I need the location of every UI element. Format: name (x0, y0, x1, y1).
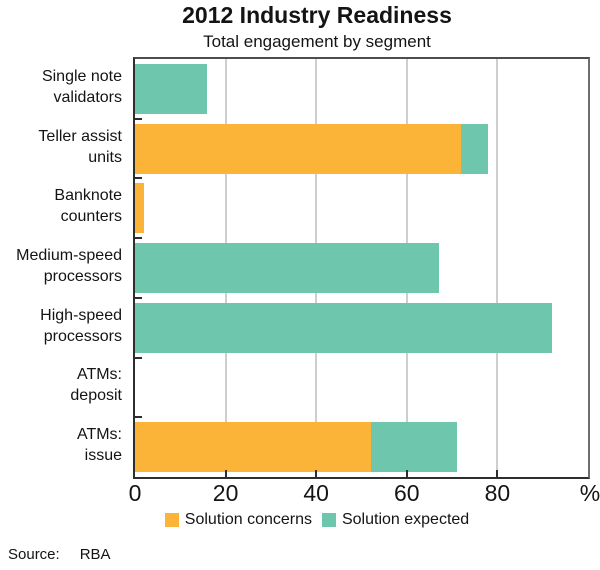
chart-subtitle: Total engagement by segment (203, 32, 431, 51)
category-label: Banknote counters (54, 187, 122, 226)
gridline (496, 59, 499, 477)
bar-row (135, 178, 588, 238)
category-label: Single note validators (41, 67, 122, 106)
bar-segment (135, 63, 208, 114)
category-label: Teller assist units (38, 127, 122, 166)
source-label: Source: (8, 546, 60, 563)
bar-segment (135, 302, 552, 353)
bar-stack (135, 63, 208, 114)
legend-item: Solution concerns (164, 511, 312, 529)
source-note: Source: RBA (8, 546, 111, 564)
bar-stack (135, 183, 145, 234)
bar-stack (135, 123, 489, 174)
bar-stack (135, 302, 552, 353)
source-value: RBA (79, 546, 111, 563)
y-axis-tick (135, 416, 142, 419)
bar-segment (135, 422, 371, 473)
x-axis-unit-label: % (579, 480, 600, 506)
bar-segment (370, 422, 457, 473)
x-tick-label: 20 (212, 480, 239, 506)
x-axis-tick (496, 470, 499, 477)
bar-row (135, 238, 588, 298)
bar-stack (135, 242, 439, 293)
bar-segment (461, 123, 489, 174)
legend-label: Solution expected (341, 511, 470, 528)
bar-segment (135, 123, 462, 174)
y-axis-tick (135, 177, 142, 180)
category-label: High-speed processors (40, 306, 122, 345)
category-label: Medium-speed processors (16, 246, 122, 285)
chart-legend: Solution concerns Solution expected (34, 511, 600, 529)
bar-segment (135, 242, 439, 293)
bar-row (135, 119, 588, 179)
y-axis-category-labels: Single note validators Teller assist unit… (0, 57, 127, 479)
bar-row (135, 298, 588, 358)
y-axis-tick (135, 296, 142, 299)
x-axis-tick-labels: 0 20 40 60 80% (0, 480, 600, 508)
legend-item: Solution expected (321, 511, 470, 529)
bar-row (135, 59, 588, 119)
bar-row (135, 358, 588, 418)
category-label: ATMs: issue (76, 426, 122, 465)
y-axis-tick (135, 237, 142, 240)
x-tick-label: 0 (128, 480, 142, 506)
bar-stack (135, 422, 457, 473)
category-label: ATMs: deposit (70, 366, 122, 405)
x-tick-label: 80 (484, 480, 511, 506)
bar-row (135, 417, 588, 477)
y-axis-tick (135, 356, 142, 359)
legend-swatch (164, 513, 179, 527)
chart-title: 2012 Industry Readiness (182, 2, 452, 28)
bar-segment (135, 183, 145, 234)
y-axis-tick (135, 117, 142, 120)
x-axis-tick (224, 470, 227, 477)
x-tick-label: 60 (394, 480, 420, 506)
legend-label: Solution concerns (184, 511, 312, 528)
x-axis-tick (315, 470, 318, 477)
legend-swatch (321, 513, 336, 527)
chart-header: 2012 Industry Readiness Total engagement… (34, 0, 600, 52)
plot-area (133, 57, 590, 479)
x-axis-tick (405, 470, 408, 477)
x-tick-label: 40 (303, 480, 329, 506)
